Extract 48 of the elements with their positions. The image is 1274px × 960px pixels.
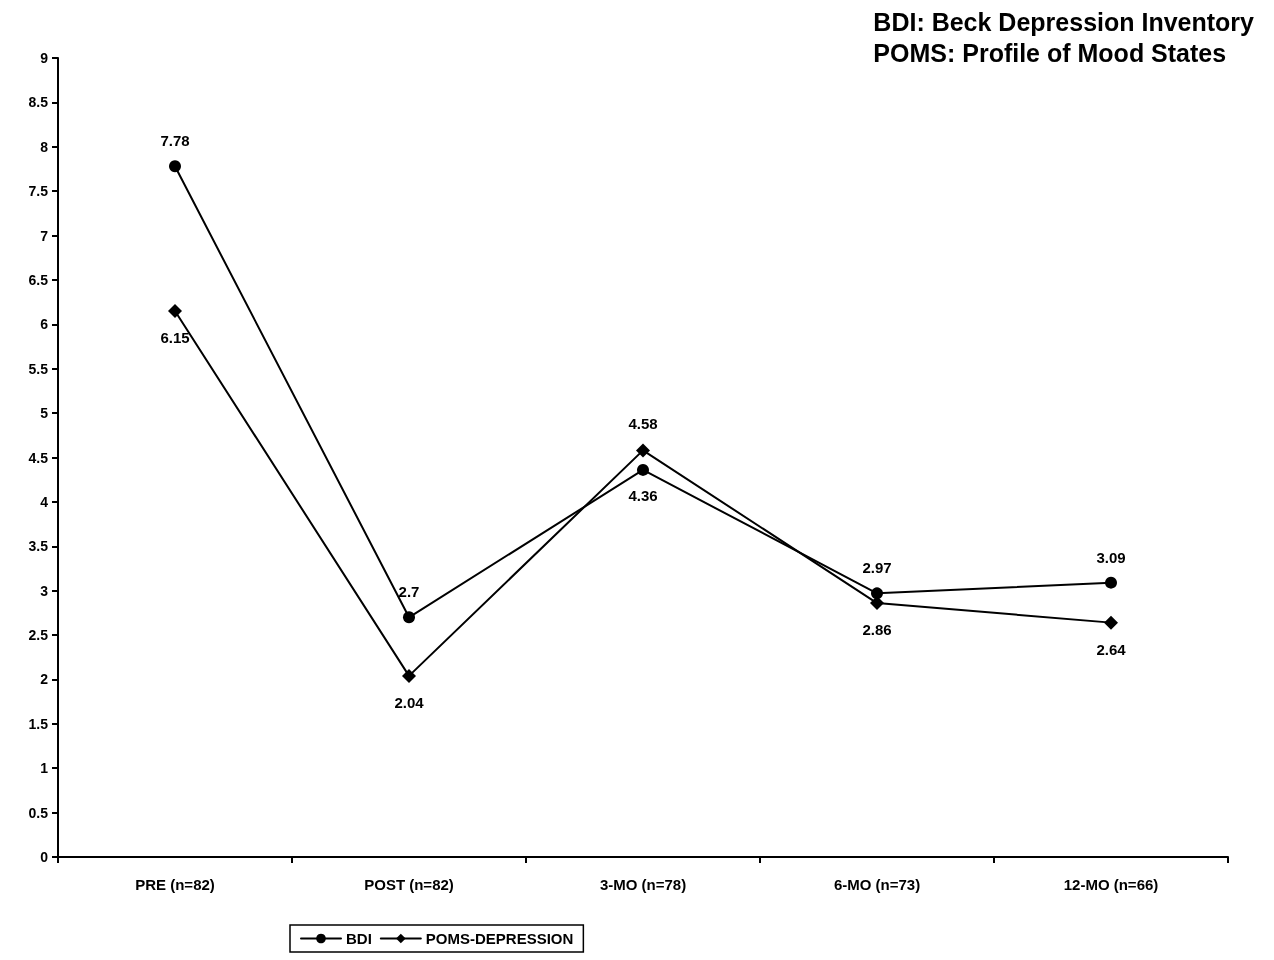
legend-label: POMS-DEPRESSION <box>425 930 574 947</box>
point <box>1104 615 1118 630</box>
point <box>636 443 650 458</box>
y-tick-label: 5.5 <box>28 360 49 377</box>
point <box>637 463 649 476</box>
data-label: 3.09 <box>1096 548 1126 566</box>
y-tick-label: 3 <box>40 582 49 599</box>
y-tick-label: 2.5 <box>28 627 49 644</box>
data-label: 4.36 <box>628 486 658 504</box>
y-tick-label: 6 <box>40 316 49 333</box>
y-tick-label: 5 <box>40 405 49 422</box>
y-tick-label: 4 <box>40 493 49 510</box>
data-label: 2.04 <box>394 693 425 711</box>
point <box>168 304 182 319</box>
y-tick-label: 0.5 <box>28 804 49 821</box>
data-label: 2.64 <box>1096 640 1127 658</box>
y-tick-label: 8.5 <box>28 94 49 111</box>
point <box>403 611 415 624</box>
x-tick-label: POST (n=82) <box>364 876 454 893</box>
x-tick-label: 3-MO (n=78) <box>599 876 687 893</box>
data-label: 6.15 <box>160 329 190 347</box>
point <box>402 668 416 683</box>
y-tick-label: 8 <box>40 138 49 155</box>
annotation: POMS: Profile of Mood States <box>873 38 1227 67</box>
x-tick-label: 12-MO (n=66) <box>1063 876 1159 893</box>
y-tick-label: 7 <box>40 227 49 244</box>
text: BDI: Beck Depression Inventory <box>873 7 1255 36</box>
y-tick-label: 7.5 <box>28 183 49 200</box>
data-label: 4.58 <box>628 415 658 433</box>
point <box>169 160 181 173</box>
x-tick-label: PRE (n=82) <box>135 876 215 893</box>
y-tick-label: 1 <box>40 760 49 777</box>
legend-label: BDI <box>346 930 372 947</box>
y-tick-label: 4.5 <box>28 449 49 466</box>
y-tick-label: 2 <box>40 671 49 688</box>
point <box>871 587 883 600</box>
point <box>870 596 884 611</box>
y-tick-label: 0 <box>40 849 49 865</box>
y-tick-label: 6.5 <box>28 271 49 288</box>
point <box>1105 576 1117 589</box>
data-label: 7.78 <box>160 132 190 150</box>
data-label: 2.7 <box>398 583 420 601</box>
y-tick-label: 3.5 <box>28 538 49 555</box>
y-tick-label: 1.5 <box>28 715 49 732</box>
data-label: 2.86 <box>862 621 892 639</box>
x-tick-label: 6-MO (n=73) <box>833 876 921 893</box>
data-label: 2.97 <box>862 559 892 577</box>
y-tick-label: 9 <box>40 50 49 66</box>
